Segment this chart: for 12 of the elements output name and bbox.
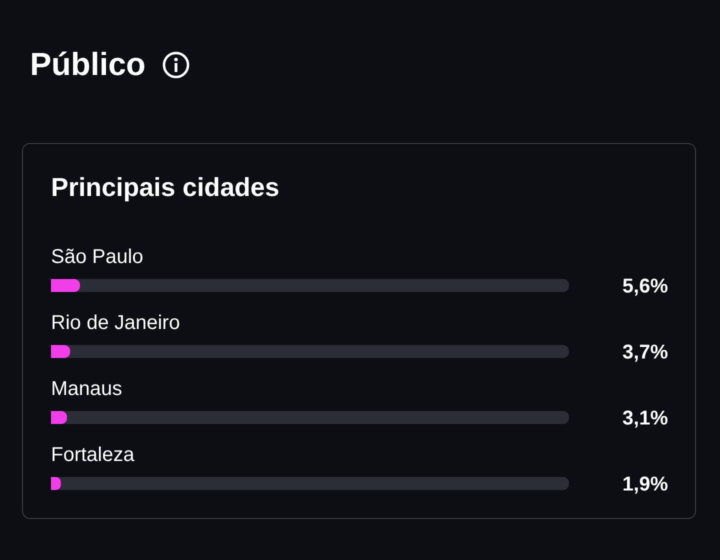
bar — [51, 279, 80, 292]
chart-title: Público — [30, 46, 146, 83]
data-label: 3,1% — [622, 408, 668, 430]
y-tick-label: São Paulo — [51, 246, 144, 268]
data-label: 5,6% — [622, 276, 668, 298]
y-tick-label: Rio de Janeiro — [51, 312, 180, 334]
y-tick-label: Fortaleza — [51, 444, 136, 466]
data-label: 1,9% — [622, 474, 668, 496]
y-tick-label: Manaus — [51, 378, 122, 400]
bar — [51, 345, 70, 358]
chart-subtitle: Principais cidades — [51, 172, 280, 203]
data-label: 3,7% — [622, 342, 668, 364]
